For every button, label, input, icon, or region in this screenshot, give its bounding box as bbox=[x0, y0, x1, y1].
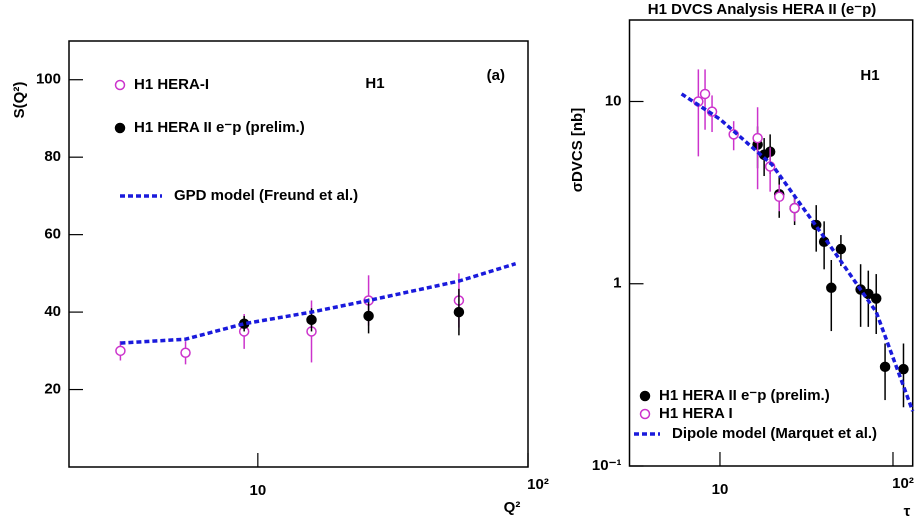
data-point bbox=[180, 347, 191, 359]
chart-title: H1 DVCS Analysis HERA II (e⁻p) bbox=[648, 1, 877, 18]
data-point bbox=[306, 314, 317, 326]
legend-marker bbox=[639, 390, 651, 402]
legend-label: H1 HERA I bbox=[659, 405, 733, 422]
model-curve bbox=[680, 92, 915, 412]
legend-label: H1 HERA II e⁻p (prelim.) bbox=[134, 119, 305, 136]
data-point bbox=[879, 361, 891, 373]
y-tick-label: 10⁻¹ bbox=[592, 457, 622, 474]
plot-frame bbox=[68, 40, 529, 468]
x-tick-label: 10² bbox=[892, 475, 914, 492]
legend-label: H1 HERA II e⁻p (prelim.) bbox=[659, 387, 830, 404]
plot-frame bbox=[628, 19, 914, 467]
y-axis-label: σDVCS [nb] bbox=[569, 108, 586, 192]
y-axis-label: S(Q²) bbox=[11, 82, 28, 119]
x-axis-label: Q² bbox=[504, 499, 521, 516]
data-point bbox=[773, 191, 785, 203]
legend-label: Dipole model (Marquet et al.) bbox=[672, 425, 877, 442]
x-tick-label: 10 bbox=[712, 481, 729, 498]
y-tick-label: 60 bbox=[44, 226, 61, 243]
annotation: (a) bbox=[487, 67, 505, 84]
data-point bbox=[363, 310, 374, 322]
data-point bbox=[789, 202, 800, 214]
x-tick-label: 10 bbox=[249, 482, 266, 499]
legend-marker bbox=[114, 79, 126, 91]
data-point bbox=[870, 293, 882, 304]
legend-marker bbox=[114, 122, 126, 134]
data-point bbox=[752, 132, 763, 144]
data-point bbox=[699, 88, 711, 100]
data-point bbox=[898, 363, 909, 375]
x-tick-label: 10² bbox=[527, 476, 549, 493]
y-tick-label: 10 bbox=[605, 92, 622, 109]
x-axis-label: τ bbox=[904, 503, 911, 520]
data-point bbox=[115, 345, 126, 357]
y-tick-label: 40 bbox=[44, 303, 61, 320]
data-point bbox=[453, 306, 465, 318]
y-tick-label: 80 bbox=[44, 148, 61, 165]
legend-label: H1 HERA-I bbox=[134, 76, 209, 93]
legend-label: GPD model (Freund et al.) bbox=[174, 187, 358, 204]
model-curve bbox=[120, 262, 517, 345]
y-tick-label: 100 bbox=[36, 71, 61, 88]
data-point bbox=[826, 282, 837, 294]
y-tick-label: 1 bbox=[613, 275, 621, 292]
data-point bbox=[835, 243, 847, 255]
y-tick-label: 20 bbox=[44, 381, 61, 398]
legend-marker bbox=[639, 408, 651, 420]
annotation: H1 bbox=[860, 67, 879, 84]
annotation: H1 bbox=[365, 75, 384, 92]
